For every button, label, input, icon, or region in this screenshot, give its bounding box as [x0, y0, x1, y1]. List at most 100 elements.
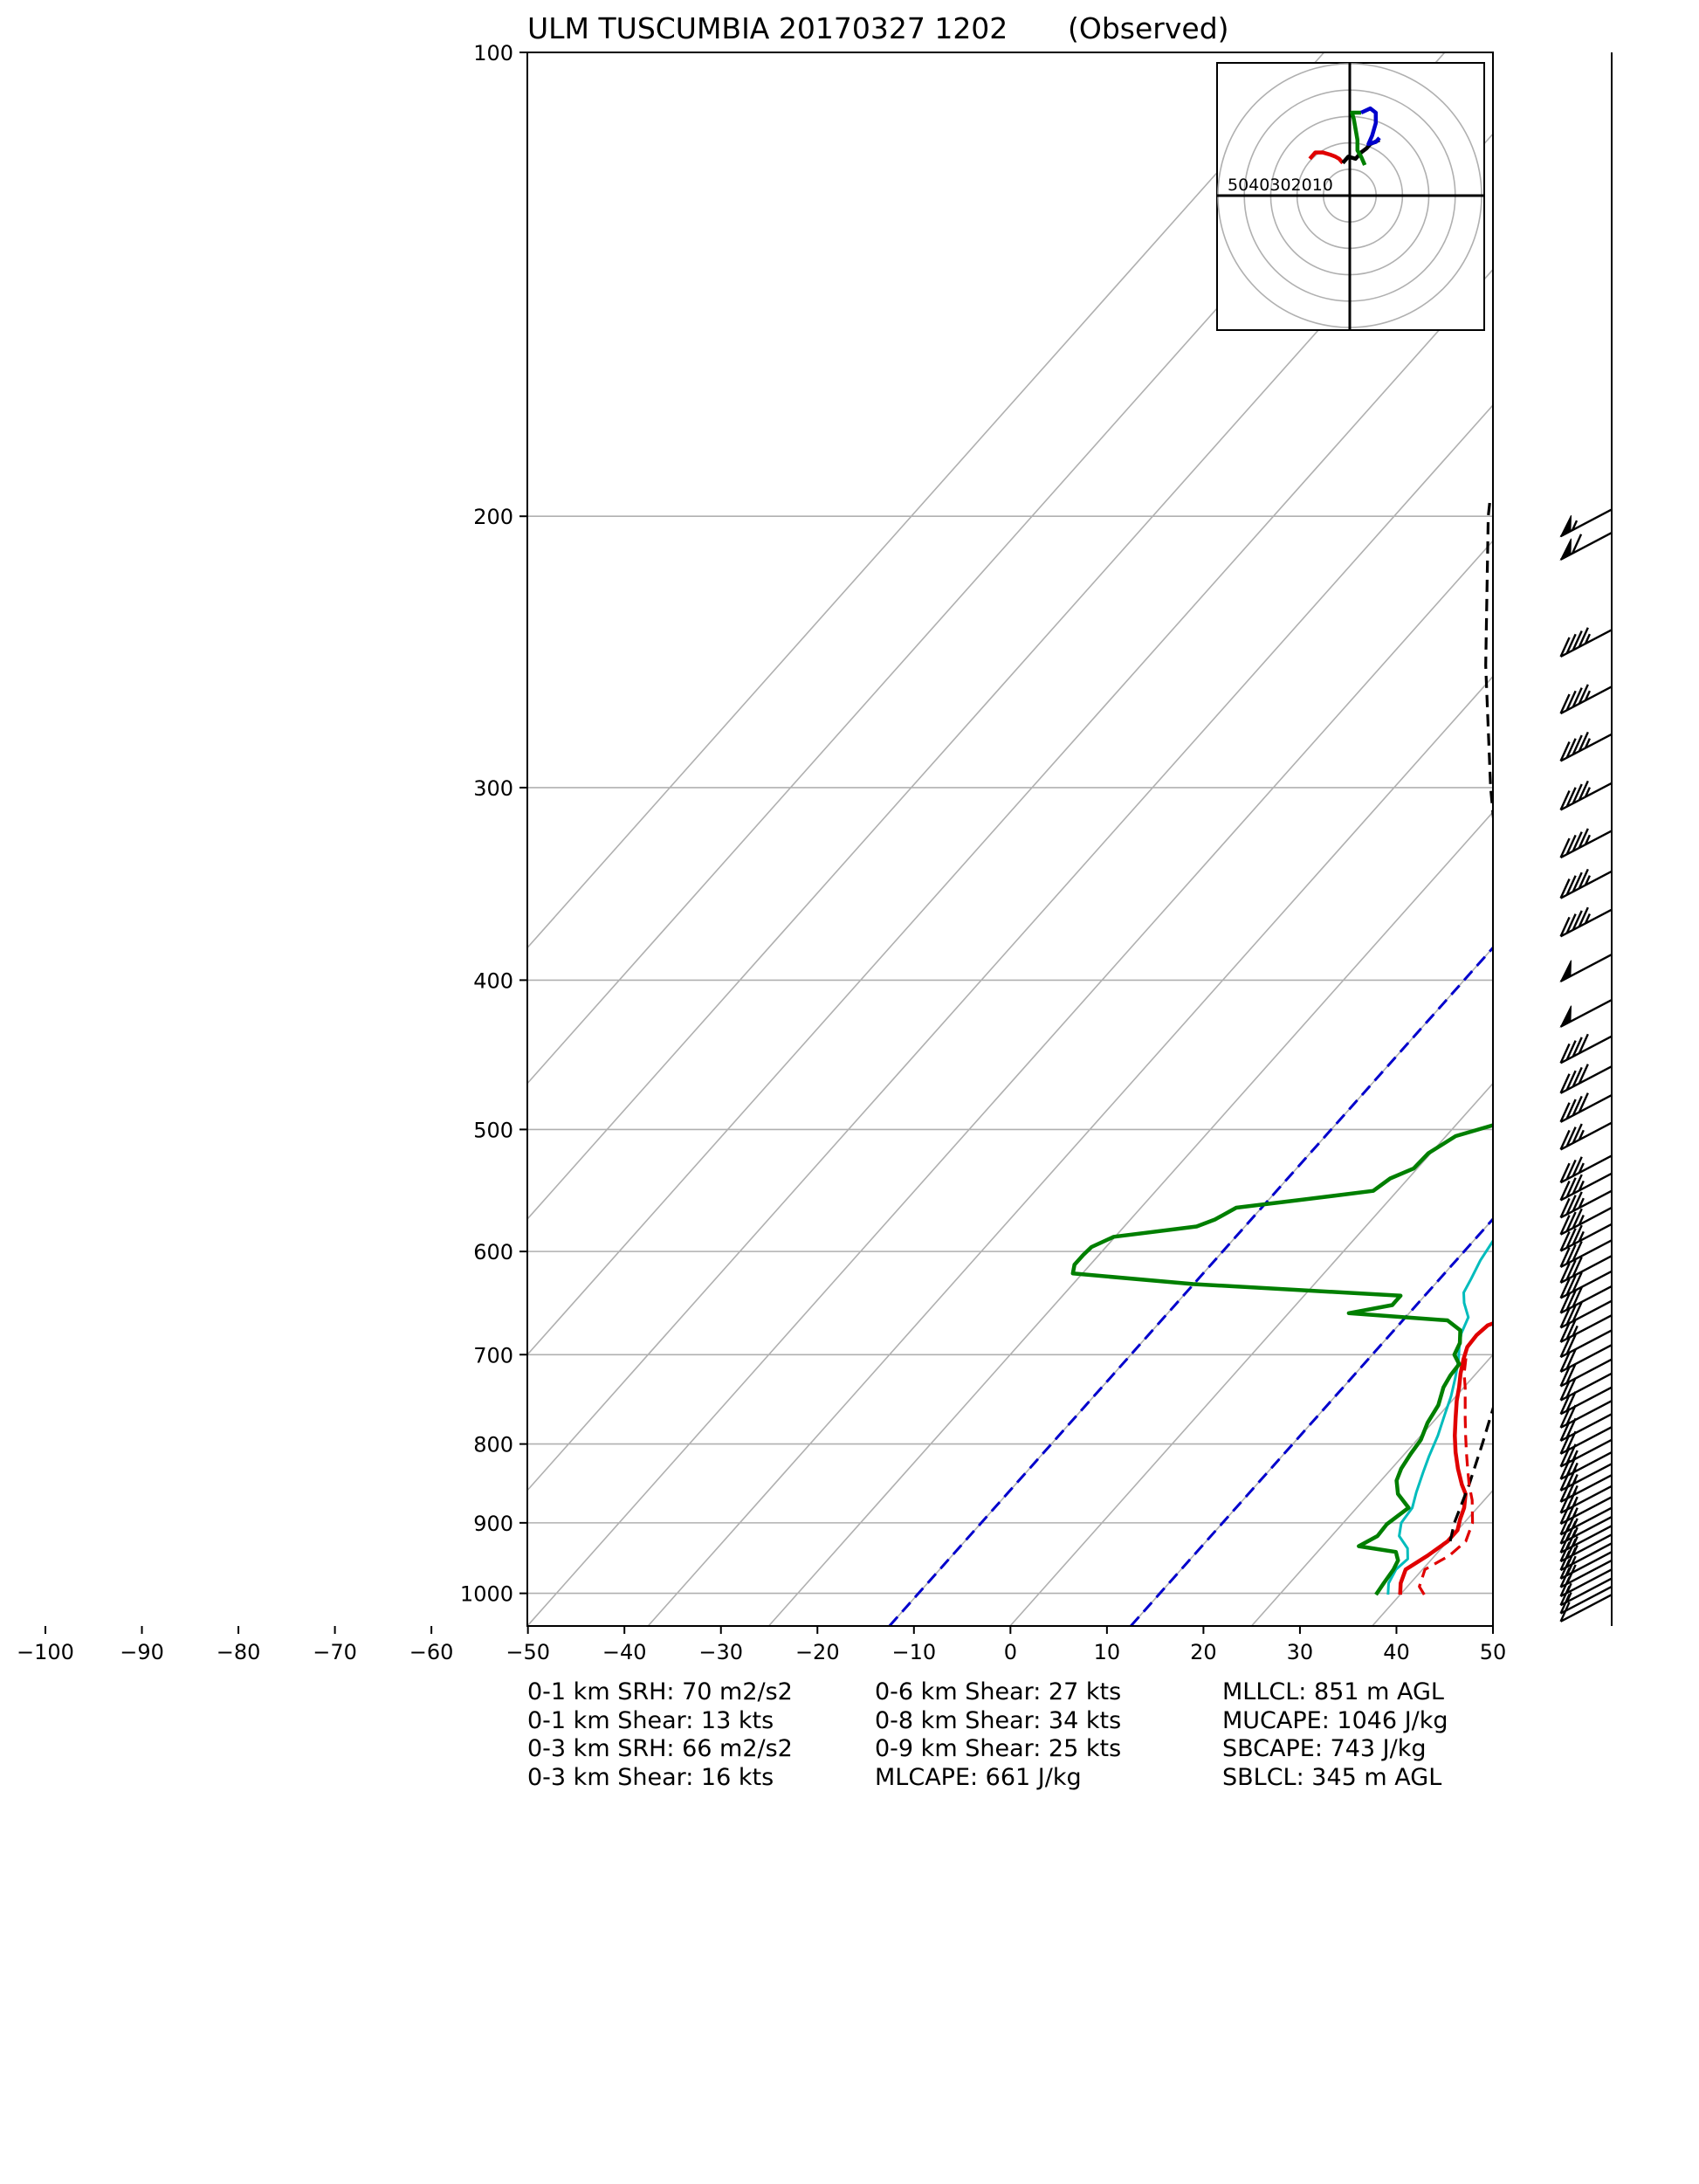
- y-tick-label: 900: [473, 1512, 513, 1536]
- barb-feather: [1578, 828, 1589, 849]
- barb-shaft: [1560, 1270, 1613, 1299]
- barb-feather: [1572, 872, 1583, 892]
- barb-shaft: [1560, 1314, 1613, 1343]
- barb-shaft: [1560, 1035, 1613, 1064]
- barb-feather: [1559, 1394, 1571, 1415]
- y-tick-label: 300: [473, 776, 513, 801]
- barb-half-feather: [1578, 1180, 1585, 1191]
- barb-feather: [1572, 831, 1583, 852]
- barb-feather: [1559, 1263, 1571, 1284]
- barb-half-feather: [1578, 1215, 1585, 1226]
- barb-feather: [1565, 1305, 1577, 1326]
- wind-barb: [1559, 868, 1613, 899]
- stat-line: 0-1 km SRH: 70 m2/s2: [527, 1678, 793, 1705]
- x-tick-label: 40: [1383, 1640, 1410, 1664]
- x-tick-label: 20: [1190, 1640, 1217, 1664]
- barb-feather: [1578, 731, 1589, 752]
- barb-half-feather: [1584, 913, 1591, 924]
- wind-barb: [1559, 1344, 1613, 1373]
- isotherm-line: [1250, 1354, 1493, 1626]
- barb-shaft: [1560, 1065, 1613, 1094]
- barb-feather: [1565, 1391, 1577, 1412]
- barb-half-feather: [1584, 738, 1591, 749]
- barb-feather: [1578, 627, 1589, 648]
- y-tick-label: 100: [473, 41, 513, 65]
- barb-feather: [1565, 1333, 1577, 1354]
- barb-feather: [1565, 834, 1577, 855]
- wind-barb: [1559, 1329, 1613, 1359]
- barb-feather: [1572, 910, 1583, 931]
- hodograph-ring-labels: 5040302010: [1228, 176, 1333, 195]
- barb-feather: [1565, 1404, 1577, 1425]
- barb-shaft: [1560, 1172, 1613, 1202]
- barb-half-feather: [1578, 1162, 1585, 1174]
- wind-barb: [1559, 1314, 1613, 1343]
- barb-half-feather: [1578, 1129, 1585, 1140]
- wind-barb: [1559, 1121, 1613, 1151]
- barb-feather: [1572, 1301, 1583, 1322]
- isotherm-line: [767, 810, 1493, 1626]
- barb-feather: [1572, 734, 1583, 755]
- series-line-4: [1418, 1349, 1475, 1595]
- x-tick-label: 30: [1287, 1640, 1314, 1664]
- barb-feather: [1565, 1211, 1577, 1232]
- barb-feather: [1559, 1197, 1571, 1218]
- barb-half-feather: [1572, 1462, 1579, 1473]
- isotherm-line: [1009, 1082, 1493, 1626]
- barb-feather: [1559, 1307, 1571, 1328]
- barb-shaft: [1560, 1285, 1613, 1314]
- hodograph: 5040302010: [1216, 62, 1485, 331]
- y-tick-label: 1000: [460, 1582, 513, 1607]
- barb-feather: [1571, 534, 1583, 555]
- barb-shaft: [1560, 1438, 1613, 1468]
- barb-feather: [1572, 1066, 1583, 1087]
- x-tick-label: −100: [17, 1640, 74, 1664]
- wind-barb: [1559, 1413, 1613, 1443]
- barb-shaft: [1560, 1400, 1613, 1429]
- barb-shaft: [1560, 1426, 1613, 1455]
- wind-barb: [1559, 1400, 1613, 1429]
- barb-shaft: [1560, 1372, 1613, 1402]
- barb-feather: [1565, 1159, 1577, 1180]
- data-series: [1070, 499, 1493, 1596]
- grid: [527, 52, 1493, 1626]
- isotherm-line: [647, 675, 1493, 1626]
- barb-shaft: [1560, 1463, 1613, 1492]
- barb-feather: [1578, 780, 1589, 801]
- wind-barb: [1559, 532, 1613, 561]
- wind-barb: [1559, 1463, 1613, 1492]
- barb-feather: [1572, 1208, 1583, 1229]
- barb-shaft: [1560, 1299, 1613, 1329]
- barb-feather: [1565, 1040, 1577, 1061]
- hodograph-series-0: [1308, 150, 1345, 165]
- stat-line: 0-6 km Shear: 27 kts: [875, 1678, 1122, 1705]
- barb-half-feather: [1572, 1545, 1579, 1556]
- barb-feather: [1559, 789, 1571, 810]
- stat-line: 0-9 km Shear: 25 kts: [875, 1735, 1122, 1762]
- barb-shaft: [1560, 1577, 1613, 1607]
- wind-barb: [1559, 1154, 1613, 1184]
- y-tick-label: 700: [473, 1343, 513, 1368]
- barb-half-feather: [1572, 1507, 1579, 1519]
- barb-feather: [1578, 1064, 1589, 1085]
- barb-feather: [1565, 738, 1577, 759]
- barb-shaft: [1560, 1515, 1613, 1545]
- x-tick-label: −70: [313, 1640, 357, 1664]
- barb-feather: [1565, 690, 1577, 711]
- barb-half-feather: [1572, 1473, 1579, 1485]
- x-tick-label: −10: [891, 1640, 936, 1664]
- barb-half-feather: [1584, 690, 1591, 701]
- barb-feather: [1572, 1095, 1583, 1116]
- barb-feather: [1572, 630, 1583, 651]
- barb-feather: [1559, 1162, 1571, 1183]
- barb-half-feather: [1572, 1526, 1579, 1538]
- barb-feather: [1559, 1215, 1571, 1236]
- barb-shaft: [1560, 1533, 1613, 1563]
- barb-feather: [1578, 1092, 1589, 1113]
- barb-feather: [1559, 1102, 1571, 1123]
- barb-feather: [1572, 1037, 1583, 1058]
- barb-feather: [1565, 633, 1577, 654]
- wind-barb: [1559, 1255, 1613, 1284]
- barb-half-feather: [1584, 875, 1591, 886]
